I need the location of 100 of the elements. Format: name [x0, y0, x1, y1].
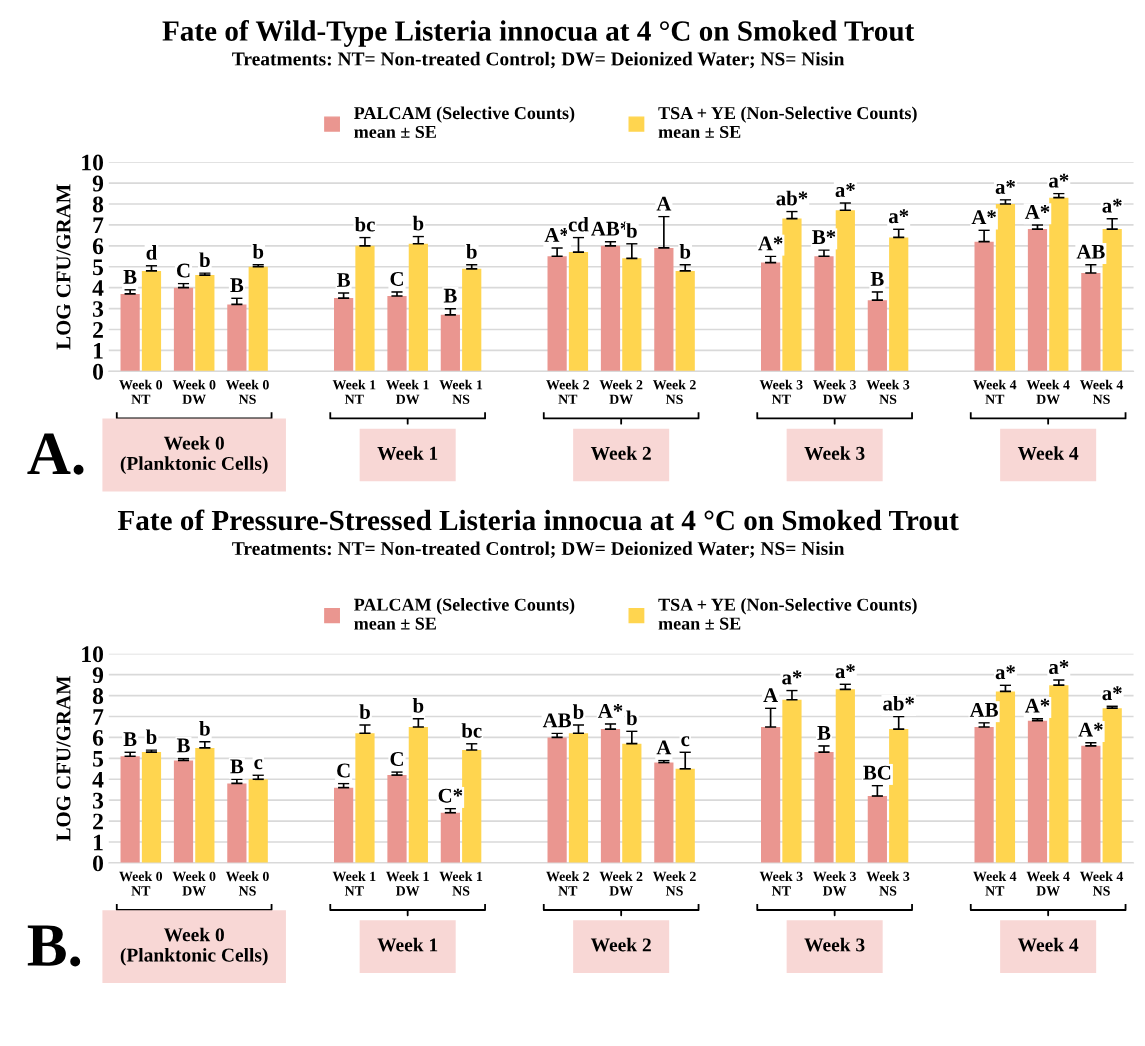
x-tick-label: Week 1 NT	[332, 871, 376, 896]
y-tick-label: 0	[93, 363, 104, 380]
bar	[782, 218, 802, 372]
data-label: c	[254, 759, 263, 770]
bar	[462, 749, 482, 863]
bar	[141, 270, 162, 372]
chart-title: Fate of Pressure-Stressed Listeria innocua at 4 °C on Smoked Trout	[117, 509, 959, 531]
bar	[248, 779, 268, 863]
bar	[867, 796, 887, 863]
data-label: A	[656, 196, 672, 211]
y-tick-label: 4	[92, 280, 104, 296]
x-tick-label: Week 2 DW	[599, 871, 643, 896]
bar	[1049, 685, 1069, 863]
y-tick-label: 3	[93, 792, 104, 809]
data-label: B	[123, 732, 137, 747]
bar	[622, 258, 642, 372]
x-tick-label: Week 0 NT	[119, 379, 163, 404]
bar	[440, 812, 460, 863]
bar	[675, 270, 695, 372]
y-tick-label: 1	[94, 343, 103, 359]
bar	[835, 210, 855, 372]
y-tick-label: 8	[92, 196, 104, 213]
x-tick-label: Week 1 DW	[386, 871, 429, 896]
bar	[227, 783, 247, 863]
chart-subtitle: Treatments: NT= Non-treated Control; DW= Deionized Water; NS= Nisin	[232, 541, 845, 558]
text: Week 2	[590, 937, 651, 952]
y-tick-label: 7	[93, 217, 104, 234]
y-tick-label: 4	[92, 771, 104, 788]
y-tick-label: 8	[92, 688, 104, 705]
data-label: b	[626, 710, 637, 726]
x-tick-label: Week 0 NS	[225, 379, 269, 404]
data-label: BC	[863, 765, 891, 780]
data-label: b	[412, 215, 424, 231]
y-tick-label: 6	[92, 729, 104, 746]
text: Week 4	[1017, 937, 1079, 952]
data-label: A	[763, 688, 778, 703]
data-label: b	[572, 704, 584, 719]
bar	[835, 689, 855, 863]
y-tick-label: 0	[93, 855, 104, 872]
bar	[334, 787, 354, 863]
data-label: b	[145, 729, 157, 745]
y-tick-label: 6	[92, 238, 104, 255]
text: Week 3	[804, 446, 865, 460]
data-label: ab*	[776, 190, 808, 206]
data-label: b	[199, 721, 210, 736]
bar	[568, 252, 589, 372]
bar	[867, 300, 887, 372]
data-label: a*	[835, 664, 855, 679]
bar	[547, 737, 567, 863]
x-tick-label: Week 2 NT	[546, 379, 589, 404]
bar	[814, 752, 834, 863]
data-label: B	[230, 278, 244, 293]
bar	[600, 245, 621, 372]
x-tick-label: Week 0 DW	[172, 379, 216, 405]
x-tick-label: Week 4 NS	[1079, 379, 1124, 404]
x-tick-label: Week 1 NT	[332, 379, 376, 404]
data-label: a*	[1049, 173, 1069, 188]
y-tick-label: 3	[93, 301, 104, 317]
data-label: b	[679, 244, 691, 259]
data-label: AB	[542, 713, 572, 728]
bar	[654, 247, 674, 372]
x-tick-label: Week 2 NS	[652, 379, 696, 404]
y-tick-label: 10	[82, 646, 104, 663]
data-label: B	[123, 269, 137, 284]
data-label: C	[337, 763, 350, 778]
bar	[227, 304, 247, 372]
data-label: C	[176, 263, 190, 278]
x-tick-label: Week 3 DW	[813, 871, 856, 896]
data-label: b	[252, 244, 264, 259]
y-tick-label: 5	[93, 259, 104, 276]
text: B.	[27, 925, 81, 967]
legend-label: PALCAM (Selective Counts) mean ± SE	[354, 598, 575, 630]
x-tick-label: Week 4 DW	[1026, 379, 1070, 405]
bar	[761, 726, 781, 863]
x-tick-label: Week 3 NT	[759, 379, 803, 404]
bar	[334, 298, 354, 372]
data-label: A*	[758, 236, 783, 251]
data-label: c	[681, 736, 690, 747]
y-tick-label: 9	[92, 175, 104, 192]
data-label: d	[146, 245, 158, 260]
data-label: bc	[354, 216, 375, 232]
data-label: AB	[1076, 244, 1105, 259]
bar	[600, 729, 621, 863]
y-axis-title: LOG CFU/GRAM	[56, 184, 71, 350]
x-tick-label: Week 4 NT	[973, 871, 1017, 896]
text: Week 0 (Planktonic Cells)	[120, 927, 268, 966]
data-label: B	[337, 273, 350, 287]
bar	[1081, 745, 1101, 863]
text: Week 4	[1017, 446, 1079, 460]
bar	[622, 743, 642, 863]
x-tick-label: Week 3 NT	[759, 871, 803, 896]
data-label: AB	[969, 702, 998, 717]
data-label: ab*	[883, 695, 915, 711]
bar	[462, 268, 482, 372]
data-label: A*	[971, 210, 996, 225]
data-label: B	[870, 272, 884, 286]
data-label: A*	[1024, 698, 1050, 713]
text: Week 0 (Planktonic Cells)	[120, 436, 268, 474]
bar	[387, 775, 407, 863]
data-label: C	[390, 271, 403, 286]
